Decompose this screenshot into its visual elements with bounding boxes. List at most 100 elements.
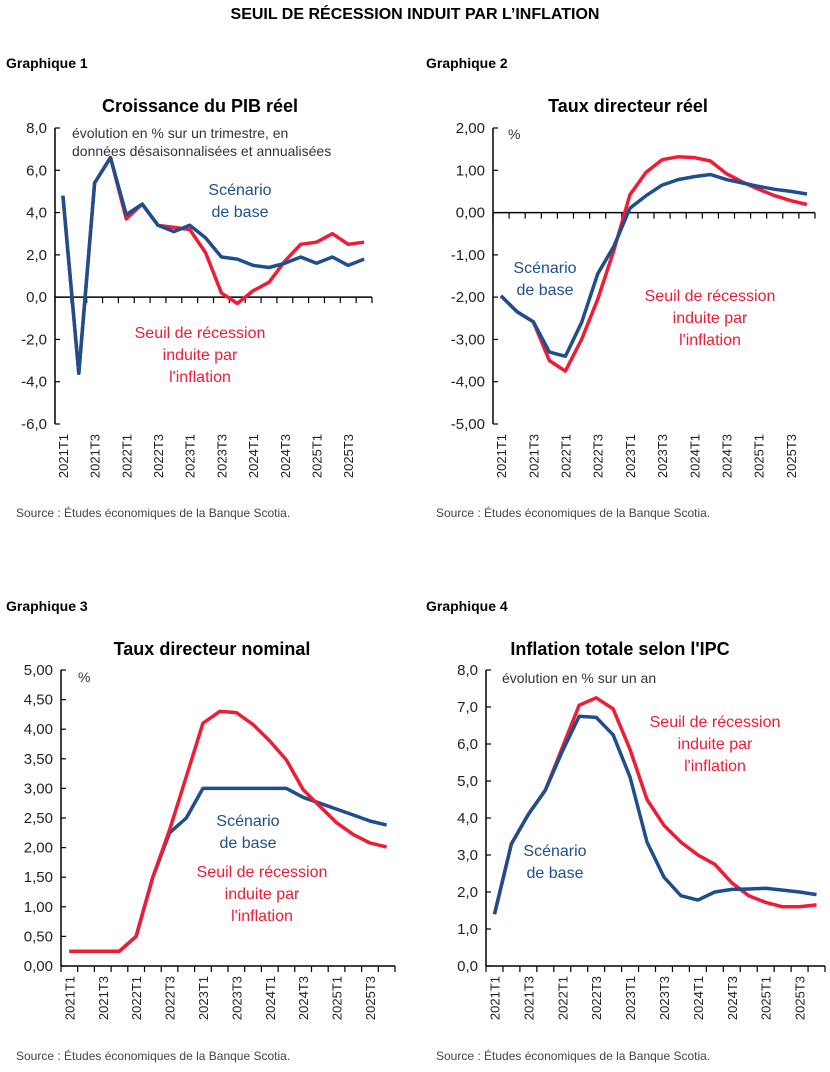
series-label-base: Scénario: [216, 813, 279, 830]
chart-1: Graphique 1 Croissance du PIB réel 8,0 6,0 4…: [6, 55, 373, 520]
chart-label: Graphique 1: [6, 55, 88, 71]
series-label-recession: induite par: [225, 886, 300, 903]
series-label-base: de base: [220, 835, 277, 852]
chart-3: Graphique 3 Taux directeur nominal 5,00 4,5…: [6, 598, 396, 1063]
y-tick-label: 4,0: [26, 205, 47, 222]
x-tick-label: 2022T1: [119, 434, 134, 478]
series-label-base: de base: [527, 865, 584, 882]
x-tick-label: 2023T1: [623, 976, 638, 1020]
y-tick-label: 0,50: [24, 928, 53, 945]
series-label-recession: l'inflation: [679, 332, 741, 349]
chart-2: Graphique 2 Taux directeur réel 2,00 1,00 0,…: [426, 55, 816, 520]
y-tick-label: -2,0: [21, 331, 47, 348]
x-tick-label: 2022T1: [555, 976, 570, 1020]
y-tick-label: -5,00: [451, 416, 485, 433]
series-label-recession: Seuil de récession: [135, 325, 266, 342]
y-tick-label: 1,50: [24, 869, 53, 886]
x-tick-label: 2023T3: [229, 976, 244, 1020]
y-tick-label: 2,00: [24, 840, 53, 857]
chart-source: Source : Études économiques de la Banque…: [436, 1048, 710, 1063]
chart-source: Source : Études économiques de la Banque…: [16, 505, 290, 520]
x-tick-label: 2022T1: [558, 434, 573, 478]
y-tick-label: 5,0: [457, 773, 478, 790]
x-tick-label: 2022T1: [129, 976, 144, 1020]
y-tick-label: 2,0: [457, 884, 478, 901]
chart-note: évolution en % sur un an: [502, 670, 656, 686]
x-tick-label: 2025T3: [784, 434, 799, 478]
x-tick-label: 2025T1: [310, 434, 325, 478]
series-line-base: [492, 714, 817, 915]
x-tick-label: 2025T3: [363, 976, 378, 1020]
series-label-recession: Seuil de récession: [197, 864, 328, 881]
y-tick-label: 1,00: [24, 899, 53, 916]
x-tick-label: 2023T1: [623, 434, 638, 478]
x-tick-label: 2025T3: [341, 434, 356, 478]
x-tick-label: 2023T3: [657, 976, 672, 1020]
x-tick-label: 2025T1: [759, 976, 774, 1020]
y-tick-label: 2,00: [456, 120, 485, 137]
y-tick-label: 2,0: [26, 247, 47, 264]
series-label-recession: l'inflation: [169, 369, 231, 386]
y-tick-label: -4,00: [451, 374, 485, 391]
series-label-recession: l'inflation: [684, 758, 746, 775]
y-tick-label: 4,0: [457, 810, 478, 827]
y-tick-label: 4,50: [24, 692, 53, 709]
x-tick-label: 2023T1: [183, 434, 198, 478]
x-tick-label: 2024T1: [246, 434, 261, 478]
chart-note: évolution en % sur un trimestre, en: [72, 125, 288, 141]
x-tick-label: 2021T1: [56, 434, 71, 478]
x-tick-label: 2024T3: [296, 976, 311, 1020]
y-tick-label: 3,50: [24, 751, 53, 768]
chart-source: Source : Études économiques de la Banque…: [16, 1048, 290, 1063]
y-tick-label: 5,00: [24, 662, 53, 679]
y-tick-label: -1,00: [451, 247, 485, 264]
series-label-base: de base: [212, 204, 269, 221]
x-tick-label: 2025T1: [752, 434, 767, 478]
series-label-base: Scénario: [513, 260, 576, 277]
y-tick-label: 0,00: [456, 205, 485, 222]
y-tick-label: 7,0: [457, 699, 478, 716]
y-tick-label: 6,0: [26, 162, 47, 179]
series-line-base: [61, 155, 365, 376]
x-tick-label: 2021T1: [62, 976, 77, 1020]
x-tick-label: 2023T1: [196, 976, 211, 1020]
x-tick-label: 2022T3: [151, 434, 166, 478]
series-label-recession: induite par: [163, 347, 238, 364]
y-tick-label: 3,0: [457, 847, 478, 864]
chart-label: Graphique 4: [426, 598, 508, 614]
x-tick-label: 2022T3: [589, 976, 604, 1020]
x-tick-label: 2023T3: [655, 434, 670, 478]
y-tick-label: 4,00: [24, 721, 53, 738]
series-label-recession: l'inflation: [231, 908, 293, 925]
x-tick-label: 2021T1: [487, 976, 502, 1020]
y-tick-label: 2,50: [24, 810, 53, 827]
series-label-base: Scénario: [208, 182, 271, 199]
y-tick-label: 0,0: [26, 289, 47, 306]
series-label-base: de base: [517, 282, 574, 299]
chart-note: %: [78, 669, 90, 685]
series-label-recession: Seuil de récession: [645, 288, 776, 305]
y-tick-label: 0,0: [457, 958, 478, 975]
y-tick-label: 6,0: [457, 736, 478, 753]
x-tick-label: 2024T3: [278, 434, 293, 478]
y-tick-label: -2,00: [451, 289, 485, 306]
y-tick-label: -4,0: [21, 374, 47, 391]
y-tick-label: 8,0: [457, 662, 478, 679]
x-tick-label: 2024T1: [687, 434, 702, 478]
y-tick-label: -3,00: [451, 331, 485, 348]
x-tick-label: 2021T3: [96, 976, 111, 1020]
x-tick-label: 2024T1: [263, 976, 278, 1020]
y-tick-label: 1,00: [456, 162, 485, 179]
series-label-recession: induite par: [673, 310, 748, 327]
x-tick-label: 2021T3: [526, 434, 541, 478]
y-tick-label: 3,00: [24, 780, 53, 797]
chart-label: Graphique 2: [426, 55, 508, 71]
x-tick-label: 2021T1: [494, 434, 509, 478]
y-tick-label: 0,00: [24, 958, 53, 975]
x-tick-label: 2025T3: [793, 976, 808, 1020]
y-tick-label: 8,0: [26, 120, 47, 137]
series-line-recession: [499, 155, 808, 373]
chart-source: Source : Études économiques de la Banque…: [436, 505, 710, 520]
chart-note: données désaisonnalisées et annualisées: [72, 143, 331, 159]
y-tick-label: -6,0: [21, 416, 47, 433]
